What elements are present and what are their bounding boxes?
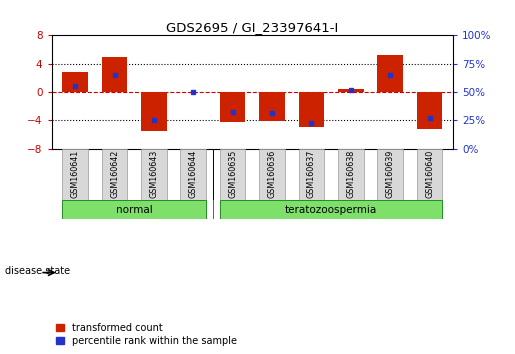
Bar [259,92,285,121]
Bar [102,149,127,200]
Text: GSM160639: GSM160639 [386,150,394,199]
Text: GSM160641: GSM160641 [71,150,80,198]
Text: GSM160640: GSM160640 [425,150,434,198]
Bar [220,92,246,122]
Text: GSM160636: GSM160636 [267,150,277,198]
Bar [259,149,285,200]
Bar [62,200,206,219]
Text: teratozoospermia: teratozoospermia [285,205,377,215]
Bar [338,149,364,200]
Title: GDS2695 / GI_23397641-I: GDS2695 / GI_23397641-I [166,21,338,34]
Bar [299,149,324,200]
Bar [417,149,442,200]
Bar [141,149,167,200]
Bar [299,92,324,127]
Bar [377,55,403,92]
Bar [220,149,246,200]
Bar [102,57,127,92]
Bar [141,92,167,131]
Text: GSM160644: GSM160644 [189,150,198,198]
Bar [377,149,403,200]
Bar [62,72,88,92]
Text: GSM160638: GSM160638 [346,150,355,198]
Bar [62,149,88,200]
Text: disease state: disease state [5,266,70,276]
Text: GSM160642: GSM160642 [110,150,119,199]
Text: GSM160637: GSM160637 [307,150,316,199]
Text: GSM160635: GSM160635 [228,150,237,199]
Bar [180,149,206,200]
Text: normal: normal [116,205,152,215]
Bar [220,200,442,219]
Text: GSM160643: GSM160643 [149,150,159,198]
Legend: transformed count, percentile rank within the sample: transformed count, percentile rank withi… [56,323,237,346]
Bar [417,92,442,129]
Bar [338,89,364,92]
